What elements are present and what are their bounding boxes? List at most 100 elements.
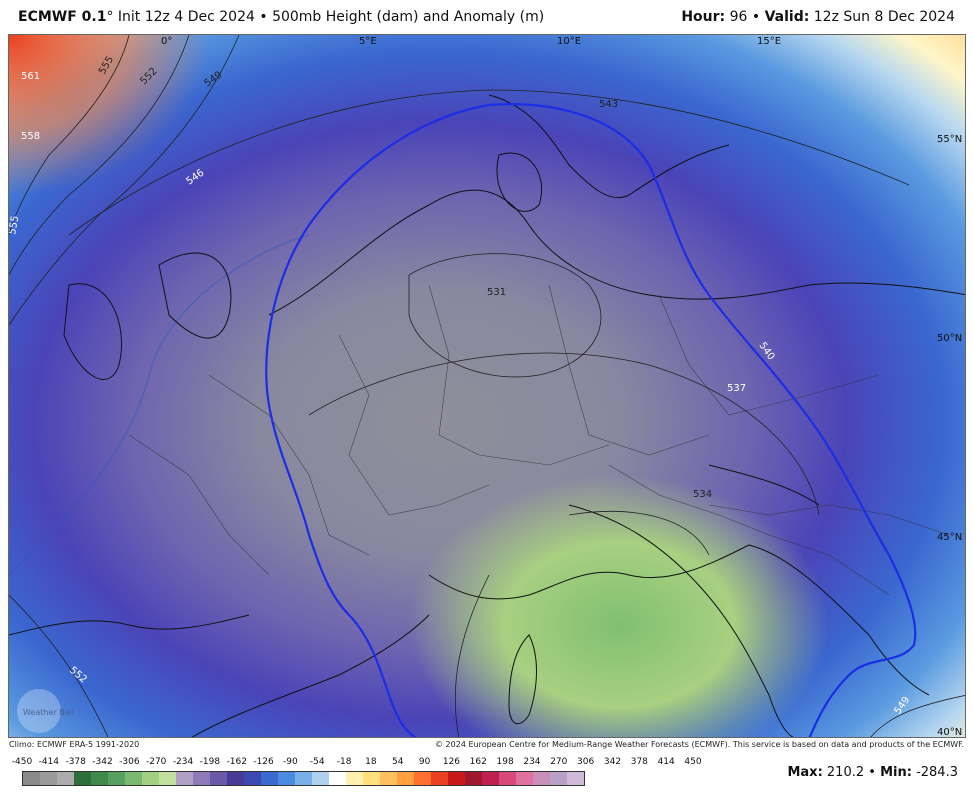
- colorbar-swatch: [397, 772, 414, 785]
- colorbar-tick: -18: [336, 757, 352, 767]
- colorbar-tick: 270: [550, 757, 568, 767]
- colorbar-swatch: [482, 772, 499, 785]
- colorbar-tick: 198: [496, 757, 514, 767]
- init-time: Init 12z 4 Dec 2024: [117, 9, 255, 25]
- colorbar-swatch: [244, 772, 261, 785]
- degree-symbol: °: [106, 9, 114, 25]
- colorbar-tick: -198: [199, 757, 221, 767]
- colorbar-tick: -162: [226, 757, 247, 767]
- climo-note: Climo: ECMWF ERA-5 1991-2020: [9, 740, 140, 749]
- max-label: Max:: [787, 765, 823, 780]
- colorbar-swatch: [465, 772, 482, 785]
- colorbar-tick: 414: [657, 757, 675, 767]
- min-label: Min:: [880, 765, 912, 780]
- colorbar-swatch: [278, 772, 295, 785]
- contour-540: [265, 103, 917, 737]
- colorbar-swatch: [74, 772, 91, 785]
- colorbar-tick: -54: [309, 757, 325, 767]
- colorbar-swatch: [448, 772, 465, 785]
- colorbar-tick: 234: [523, 757, 541, 767]
- hour-label: Hour:: [681, 9, 726, 25]
- contour-label: 561: [21, 71, 40, 82]
- height-contours: [9, 35, 965, 737]
- colorbar: [22, 771, 585, 786]
- model-name: ECMWF 0.1: [18, 9, 107, 25]
- contour-label: 534: [693, 489, 712, 500]
- colorbar-swatch: [261, 772, 278, 785]
- valid-label: Valid:: [764, 9, 810, 25]
- positive-anomaly-area: [409, 475, 829, 737]
- latitude-label: 50°N: [937, 333, 962, 344]
- max-value: 210.2: [826, 765, 865, 780]
- colorbar-swatch: [57, 772, 74, 785]
- colorbar-tick: 18: [365, 757, 377, 767]
- contour-label: 555: [9, 215, 21, 236]
- coastlines: [9, 94, 965, 737]
- colorbar-tick: -234: [172, 757, 194, 767]
- latitude-label: 40°N: [937, 727, 962, 738]
- watermark-logo: Weather Bell: [17, 689, 74, 733]
- colorbar-tick: 126: [442, 757, 461, 767]
- colorbar-tick: -342: [92, 757, 113, 767]
- colorbar-swatch: [159, 772, 176, 785]
- valid-info: Hour: 96 • Valid: 12z Sun 8 Dec 2024: [681, 9, 955, 25]
- colorbar-tick-labels: -450 -414 -378 -342 -306 -270 -234 -198 -162 -126…: [11, 757, 713, 769]
- colorbar-swatch: [125, 772, 142, 785]
- contour-label: 558: [21, 131, 40, 142]
- watermark-text: Weather Bell: [23, 708, 74, 717]
- colorbar-tick: -450: [11, 757, 33, 767]
- graticule-labels: 0° 5°E 10°E 15°E 55°N 50°N 45°N 40°N: [161, 36, 962, 738]
- colorbar-swatch: [329, 772, 346, 785]
- colorbar-swatch: [533, 772, 550, 785]
- contour-label: 531: [487, 287, 506, 298]
- colorbar-tick: 378: [630, 757, 648, 767]
- longitude-label: 5°E: [359, 36, 377, 47]
- valid-value: 12z Sun 8 Dec 2024: [813, 9, 955, 25]
- colorbar-swatch: [380, 772, 397, 785]
- latitude-label: 55°N: [937, 134, 962, 145]
- bullet-3: •: [868, 765, 876, 780]
- colorbar-tick: -126: [253, 757, 274, 767]
- bullet-1: •: [259, 9, 268, 25]
- colorbar-tick: 450: [684, 757, 702, 767]
- colorbar-swatch: [431, 772, 448, 785]
- title-bar: ECMWF 0.1° Init 12z 4 Dec 2024 • 500mb H…: [18, 9, 544, 25]
- colorbar-swatch: [227, 772, 244, 785]
- latitude-label: 45°N: [937, 532, 962, 543]
- warm-corner: [9, 35, 209, 195]
- longitude-label: 10°E: [557, 36, 581, 47]
- colorbar-swatch: [40, 772, 57, 785]
- colorbar-swatch: [346, 772, 363, 785]
- colorbar-swatch: [108, 772, 125, 785]
- colorbar-tick: -414: [38, 757, 60, 767]
- min-value: -284.3: [916, 765, 958, 780]
- longitude-label: 0°: [161, 36, 172, 47]
- colorbar-tick: 162: [469, 757, 487, 767]
- colorbar-tick: -378: [65, 757, 86, 767]
- colorbar-swatch: [23, 772, 40, 785]
- colorbar-swatch: [176, 772, 193, 785]
- longitude-label: 15°E: [757, 36, 781, 47]
- colorbar-tick: 90: [418, 757, 431, 767]
- contour-label: 543: [599, 99, 618, 110]
- colorbar-swatch: [142, 772, 159, 785]
- colorbar-tick: 54: [392, 757, 404, 767]
- product-name: 500mb Height (dam) and Anomaly (m): [272, 9, 545, 25]
- colorbar-swatch: [550, 772, 567, 785]
- colorbar-swatch: [210, 772, 227, 785]
- header: ECMWF 0.1° Init 12z 4 Dec 2024 • 500mb H…: [0, 0, 974, 34]
- colorbar-tick: -270: [145, 757, 167, 767]
- map-panel: 561 555 552 549 546 543 540 537 531 534 …: [8, 34, 966, 738]
- colorbar-tick: -90: [283, 757, 298, 767]
- colorbar-swatch: [193, 772, 210, 785]
- colorbar-swatch: [516, 772, 533, 785]
- colorbar-tick: 306: [577, 757, 595, 767]
- borders: [128, 284, 950, 596]
- colorbar-swatch: [499, 772, 516, 785]
- max-min-readout: Max: 210.2 • Min: -284.3: [787, 765, 958, 780]
- colorbar-swatch: [312, 772, 329, 785]
- bullet-2: •: [751, 9, 761, 25]
- colorbar-swatch: [91, 772, 108, 785]
- hour-value: 96: [729, 9, 748, 25]
- colorbar-swatch: [295, 772, 312, 785]
